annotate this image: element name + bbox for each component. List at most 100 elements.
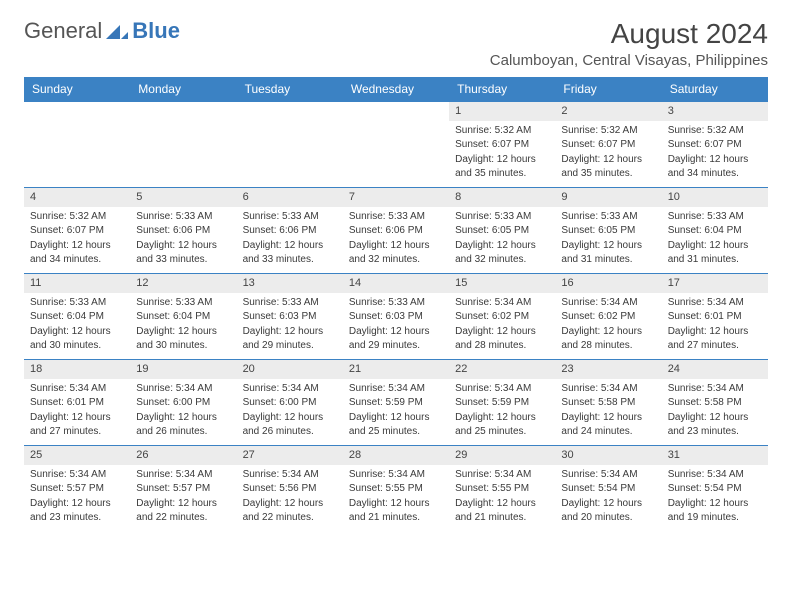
- day-detail-line: Sunset: 6:03 PM: [243, 310, 337, 324]
- day-details: Sunrise: 5:34 AMSunset: 6:01 PMDaylight:…: [662, 293, 768, 357]
- day-detail-line: Daylight: 12 hours: [668, 411, 762, 425]
- day-number: 16: [555, 274, 661, 293]
- day-number: 23: [555, 360, 661, 379]
- day-detail-line: Sunrise: 5:34 AM: [561, 468, 655, 482]
- day-detail-line: and 31 minutes.: [668, 253, 762, 267]
- day-detail-line: Sunrise: 5:34 AM: [30, 468, 124, 482]
- weekday-header: Wednesday: [343, 77, 449, 102]
- day-number: 26: [130, 446, 236, 465]
- day-detail-line: Daylight: 12 hours: [136, 411, 230, 425]
- month-title: August 2024: [490, 18, 768, 50]
- day-details: Sunrise: 5:32 AMSunset: 6:07 PMDaylight:…: [449, 121, 555, 185]
- day-detail-line: Sunset: 5:55 PM: [349, 482, 443, 496]
- day-detail-line: Daylight: 12 hours: [30, 325, 124, 339]
- day-details: Sunrise: 5:34 AMSunset: 6:00 PMDaylight:…: [130, 379, 236, 443]
- day-detail-line: Sunrise: 5:34 AM: [455, 382, 549, 396]
- day-number: 12: [130, 274, 236, 293]
- day-detail-line: Sunset: 5:57 PM: [136, 482, 230, 496]
- day-details: Sunrise: 5:33 AMSunset: 6:03 PMDaylight:…: [237, 293, 343, 357]
- day-detail-line: Sunset: 6:07 PM: [30, 224, 124, 238]
- day-detail-line: Sunrise: 5:34 AM: [455, 296, 549, 310]
- day-detail-line: and 32 minutes.: [349, 253, 443, 267]
- day-number: 7: [343, 188, 449, 207]
- day-detail-line: Sunrise: 5:33 AM: [349, 296, 443, 310]
- calendar-day-cell: 31Sunrise: 5:34 AMSunset: 5:54 PMDayligh…: [662, 446, 768, 532]
- day-detail-line: and 34 minutes.: [30, 253, 124, 267]
- calendar-day-cell: 26Sunrise: 5:34 AMSunset: 5:57 PMDayligh…: [130, 446, 236, 532]
- day-number: 14: [343, 274, 449, 293]
- day-number: 25: [24, 446, 130, 465]
- day-number: 5: [130, 188, 236, 207]
- day-detail-line: Sunrise: 5:33 AM: [136, 210, 230, 224]
- day-number: 6: [237, 188, 343, 207]
- day-detail-line: Sunrise: 5:33 AM: [455, 210, 549, 224]
- day-detail-line: Sunrise: 5:34 AM: [243, 382, 337, 396]
- day-detail-line: Sunrise: 5:34 AM: [136, 382, 230, 396]
- day-detail-line: Sunset: 6:06 PM: [349, 224, 443, 238]
- weekday-header: Thursday: [449, 77, 555, 102]
- day-detail-line: and 30 minutes.: [136, 339, 230, 353]
- calendar-week-row: 4Sunrise: 5:32 AMSunset: 6:07 PMDaylight…: [24, 188, 768, 274]
- weekday-header: Friday: [555, 77, 661, 102]
- day-detail-line: Sunrise: 5:33 AM: [561, 210, 655, 224]
- day-details: Sunrise: 5:34 AMSunset: 5:58 PMDaylight:…: [662, 379, 768, 443]
- day-detail-line: Sunrise: 5:34 AM: [243, 468, 337, 482]
- logo-text-general: General: [24, 18, 102, 44]
- day-details: Sunrise: 5:32 AMSunset: 6:07 PMDaylight:…: [662, 121, 768, 185]
- calendar-day-cell: 10Sunrise: 5:33 AMSunset: 6:04 PMDayligh…: [662, 188, 768, 274]
- weekday-header: Sunday: [24, 77, 130, 102]
- day-detail-line: and 25 minutes.: [349, 425, 443, 439]
- day-detail-line: Sunset: 5:58 PM: [668, 396, 762, 410]
- day-detail-line: and 29 minutes.: [349, 339, 443, 353]
- day-detail-line: Sunset: 5:54 PM: [668, 482, 762, 496]
- day-detail-line: Daylight: 12 hours: [668, 153, 762, 167]
- weekday-header: Monday: [130, 77, 236, 102]
- day-detail-line: Sunrise: 5:32 AM: [668, 124, 762, 138]
- day-detail-line: Sunset: 5:55 PM: [455, 482, 549, 496]
- day-number: 8: [449, 188, 555, 207]
- day-details: Sunrise: 5:34 AMSunset: 6:00 PMDaylight:…: [237, 379, 343, 443]
- calendar-day-cell: 27Sunrise: 5:34 AMSunset: 5:56 PMDayligh…: [237, 446, 343, 532]
- weekday-header: Tuesday: [237, 77, 343, 102]
- day-details: Sunrise: 5:34 AMSunset: 5:59 PMDaylight:…: [343, 379, 449, 443]
- day-details: Sunrise: 5:34 AMSunset: 6:02 PMDaylight:…: [449, 293, 555, 357]
- day-details: Sunrise: 5:33 AMSunset: 6:04 PMDaylight:…: [24, 293, 130, 357]
- title-block: August 2024 Calumboyan, Central Visayas,…: [490, 18, 768, 69]
- day-detail-line: Daylight: 12 hours: [243, 497, 337, 511]
- calendar-table: SundayMondayTuesdayWednesdayThursdayFrid…: [24, 77, 768, 532]
- day-detail-line: and 32 minutes.: [455, 253, 549, 267]
- day-details: Sunrise: 5:33 AMSunset: 6:04 PMDaylight:…: [130, 293, 236, 357]
- calendar-day-cell: 29Sunrise: 5:34 AMSunset: 5:55 PMDayligh…: [449, 446, 555, 532]
- calendar-day-cell: 2Sunrise: 5:32 AMSunset: 6:07 PMDaylight…: [555, 102, 661, 188]
- calendar-week-row: 18Sunrise: 5:34 AMSunset: 6:01 PMDayligh…: [24, 360, 768, 446]
- day-number: 30: [555, 446, 661, 465]
- day-details: Sunrise: 5:34 AMSunset: 5:54 PMDaylight:…: [662, 465, 768, 529]
- day-detail-line: Sunset: 6:07 PM: [668, 138, 762, 152]
- day-detail-line: Sunset: 6:01 PM: [30, 396, 124, 410]
- day-detail-line: Sunset: 5:59 PM: [455, 396, 549, 410]
- day-detail-line: Daylight: 12 hours: [243, 239, 337, 253]
- day-details: Sunrise: 5:33 AMSunset: 6:06 PMDaylight:…: [130, 207, 236, 271]
- calendar-day-cell: [130, 102, 236, 188]
- day-number: 13: [237, 274, 343, 293]
- calendar-day-cell: 16Sunrise: 5:34 AMSunset: 6:02 PMDayligh…: [555, 274, 661, 360]
- calendar-day-cell: 19Sunrise: 5:34 AMSunset: 6:00 PMDayligh…: [130, 360, 236, 446]
- day-detail-line: Daylight: 12 hours: [349, 325, 443, 339]
- day-detail-line: and 20 minutes.: [561, 511, 655, 525]
- day-detail-line: Sunset: 6:01 PM: [668, 310, 762, 324]
- day-detail-line: and 34 minutes.: [668, 167, 762, 181]
- day-number: 29: [449, 446, 555, 465]
- day-detail-line: Sunset: 6:04 PM: [30, 310, 124, 324]
- location-subtitle: Calumboyan, Central Visayas, Philippines: [490, 52, 768, 69]
- day-number: 22: [449, 360, 555, 379]
- day-detail-line: Sunset: 5:56 PM: [243, 482, 337, 496]
- calendar-day-cell: 24Sunrise: 5:34 AMSunset: 5:58 PMDayligh…: [662, 360, 768, 446]
- day-detail-line: Daylight: 12 hours: [30, 411, 124, 425]
- day-detail-line: Daylight: 12 hours: [30, 239, 124, 253]
- calendar-body: 1Sunrise: 5:32 AMSunset: 6:07 PMDaylight…: [24, 102, 768, 532]
- day-detail-line: Daylight: 12 hours: [349, 239, 443, 253]
- day-detail-line: Daylight: 12 hours: [136, 239, 230, 253]
- calendar-day-cell: 17Sunrise: 5:34 AMSunset: 6:01 PMDayligh…: [662, 274, 768, 360]
- day-detail-line: Sunrise: 5:34 AM: [455, 468, 549, 482]
- day-number: 10: [662, 188, 768, 207]
